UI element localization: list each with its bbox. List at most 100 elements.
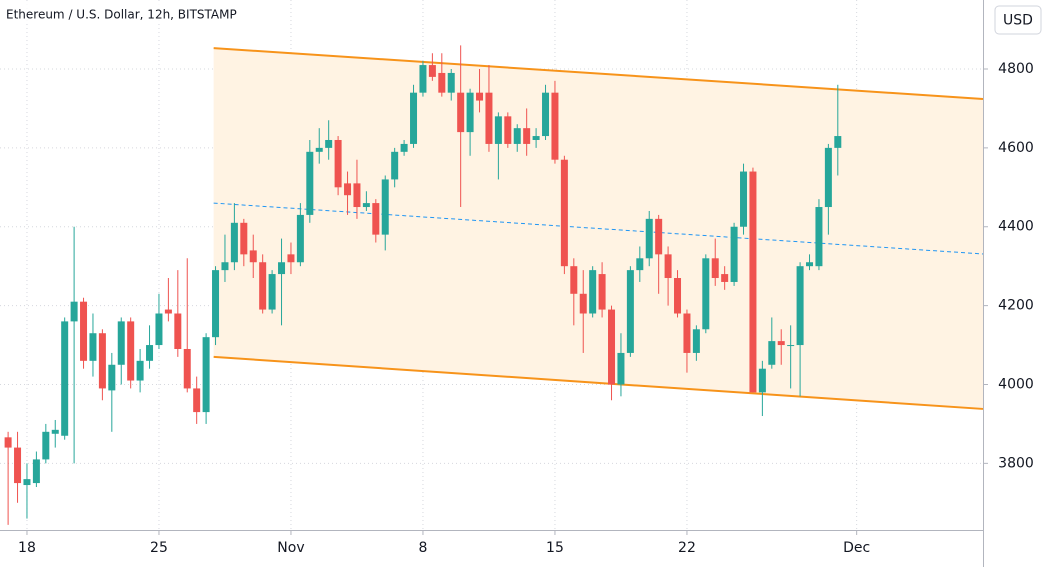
candle-body bbox=[4, 437, 12, 448]
candle-body bbox=[711, 258, 719, 279]
candle-body bbox=[193, 388, 201, 413]
candle-body bbox=[212, 270, 220, 338]
x-tick-label: Dec bbox=[843, 540, 870, 556]
candle-body bbox=[504, 116, 512, 144]
candle-body bbox=[692, 329, 700, 353]
candle-body bbox=[240, 222, 248, 255]
candle-body bbox=[80, 301, 88, 361]
candle-body bbox=[617, 352, 625, 385]
candle-body bbox=[768, 341, 776, 365]
candle-body bbox=[570, 266, 578, 294]
candle-body bbox=[61, 321, 69, 436]
candle-body bbox=[391, 151, 399, 180]
y-tick-label: 3800 bbox=[998, 455, 1034, 471]
candle-body bbox=[117, 321, 125, 365]
candle-body bbox=[777, 341, 785, 346]
candle-body bbox=[523, 128, 531, 144]
y-tick-label: 4200 bbox=[998, 298, 1034, 314]
y-tick-label: 4000 bbox=[998, 376, 1034, 392]
candle-body bbox=[815, 207, 823, 267]
x-tick-label: 22 bbox=[678, 540, 696, 556]
candle-body bbox=[513, 128, 521, 144]
channel-lower bbox=[213, 355, 984, 410]
candle-body bbox=[278, 262, 286, 275]
candle-body bbox=[325, 139, 333, 148]
candle-body bbox=[410, 92, 418, 144]
candle-body bbox=[32, 459, 40, 484]
candle-body bbox=[23, 479, 31, 486]
candle-body bbox=[353, 183, 361, 208]
candle-body bbox=[419, 65, 427, 93]
candle-body bbox=[428, 65, 436, 77]
candle-body bbox=[296, 214, 304, 263]
candle-body bbox=[702, 258, 710, 330]
candle-body bbox=[202, 337, 210, 413]
candle-body bbox=[362, 203, 370, 208]
y-tick-label: 4800 bbox=[998, 61, 1034, 77]
candle-body bbox=[532, 136, 540, 140]
candle-body bbox=[608, 309, 616, 385]
candle-body bbox=[457, 92, 465, 133]
candle-body bbox=[834, 136, 842, 148]
candle-body bbox=[749, 171, 757, 393]
candle-body bbox=[42, 431, 50, 460]
candle-body bbox=[259, 262, 267, 310]
candle-body bbox=[589, 270, 597, 314]
candle-body bbox=[155, 313, 163, 346]
candle-body bbox=[51, 429, 59, 434]
candle-body bbox=[344, 183, 352, 196]
candle-body bbox=[466, 92, 474, 133]
candle-body bbox=[164, 309, 172, 314]
candle-body bbox=[674, 278, 682, 314]
candle-body bbox=[721, 274, 729, 282]
candle-body bbox=[485, 92, 493, 144]
candle-body bbox=[542, 92, 550, 137]
candle-body bbox=[447, 72, 455, 93]
candle-body bbox=[315, 147, 323, 152]
candle-body bbox=[230, 222, 238, 263]
x-tick-label: 15 bbox=[546, 540, 564, 556]
candle-body bbox=[89, 333, 97, 361]
candle-body bbox=[796, 266, 804, 346]
candle-body bbox=[579, 293, 587, 314]
candle-body bbox=[372, 203, 380, 235]
y-tick-label: 4600 bbox=[998, 140, 1034, 156]
candle-body bbox=[334, 139, 342, 188]
candle-body bbox=[98, 333, 106, 389]
candle-body bbox=[683, 313, 691, 353]
candle-body bbox=[249, 250, 257, 263]
plot-area bbox=[0, 0, 984, 530]
candle-body bbox=[381, 179, 389, 235]
x-tick-label: 25 bbox=[150, 540, 168, 556]
candle-body bbox=[494, 116, 502, 144]
candle-body bbox=[108, 364, 116, 391]
candle-body bbox=[127, 321, 135, 381]
y-axis-label[interactable]: USD bbox=[1003, 13, 1033, 29]
candle-body bbox=[740, 171, 748, 227]
candle-body bbox=[476, 92, 484, 101]
y-tick-label: 4400 bbox=[998, 219, 1034, 235]
candle-body bbox=[14, 447, 22, 484]
candle-body bbox=[655, 218, 663, 255]
candle-body bbox=[560, 159, 568, 267]
candle-body bbox=[636, 258, 644, 271]
candle-body bbox=[806, 262, 814, 267]
candle-body bbox=[551, 92, 559, 160]
currency-button[interactable] bbox=[994, 5, 1042, 35]
candle-body bbox=[730, 226, 738, 282]
x-tick-label: 18 bbox=[18, 540, 36, 556]
channel-upper bbox=[213, 47, 984, 100]
candle-body bbox=[400, 143, 408, 152]
title-bg bbox=[0, 4, 226, 24]
candle-body bbox=[306, 151, 314, 215]
candle-body bbox=[758, 368, 766, 393]
candle-body bbox=[183, 348, 191, 389]
candle-body bbox=[787, 345, 795, 347]
x-tick-label: Nov bbox=[277, 540, 304, 556]
channel-middle bbox=[213, 202, 984, 255]
candle-body bbox=[136, 360, 144, 381]
candle-body bbox=[221, 262, 229, 271]
candle-body bbox=[287, 254, 295, 263]
